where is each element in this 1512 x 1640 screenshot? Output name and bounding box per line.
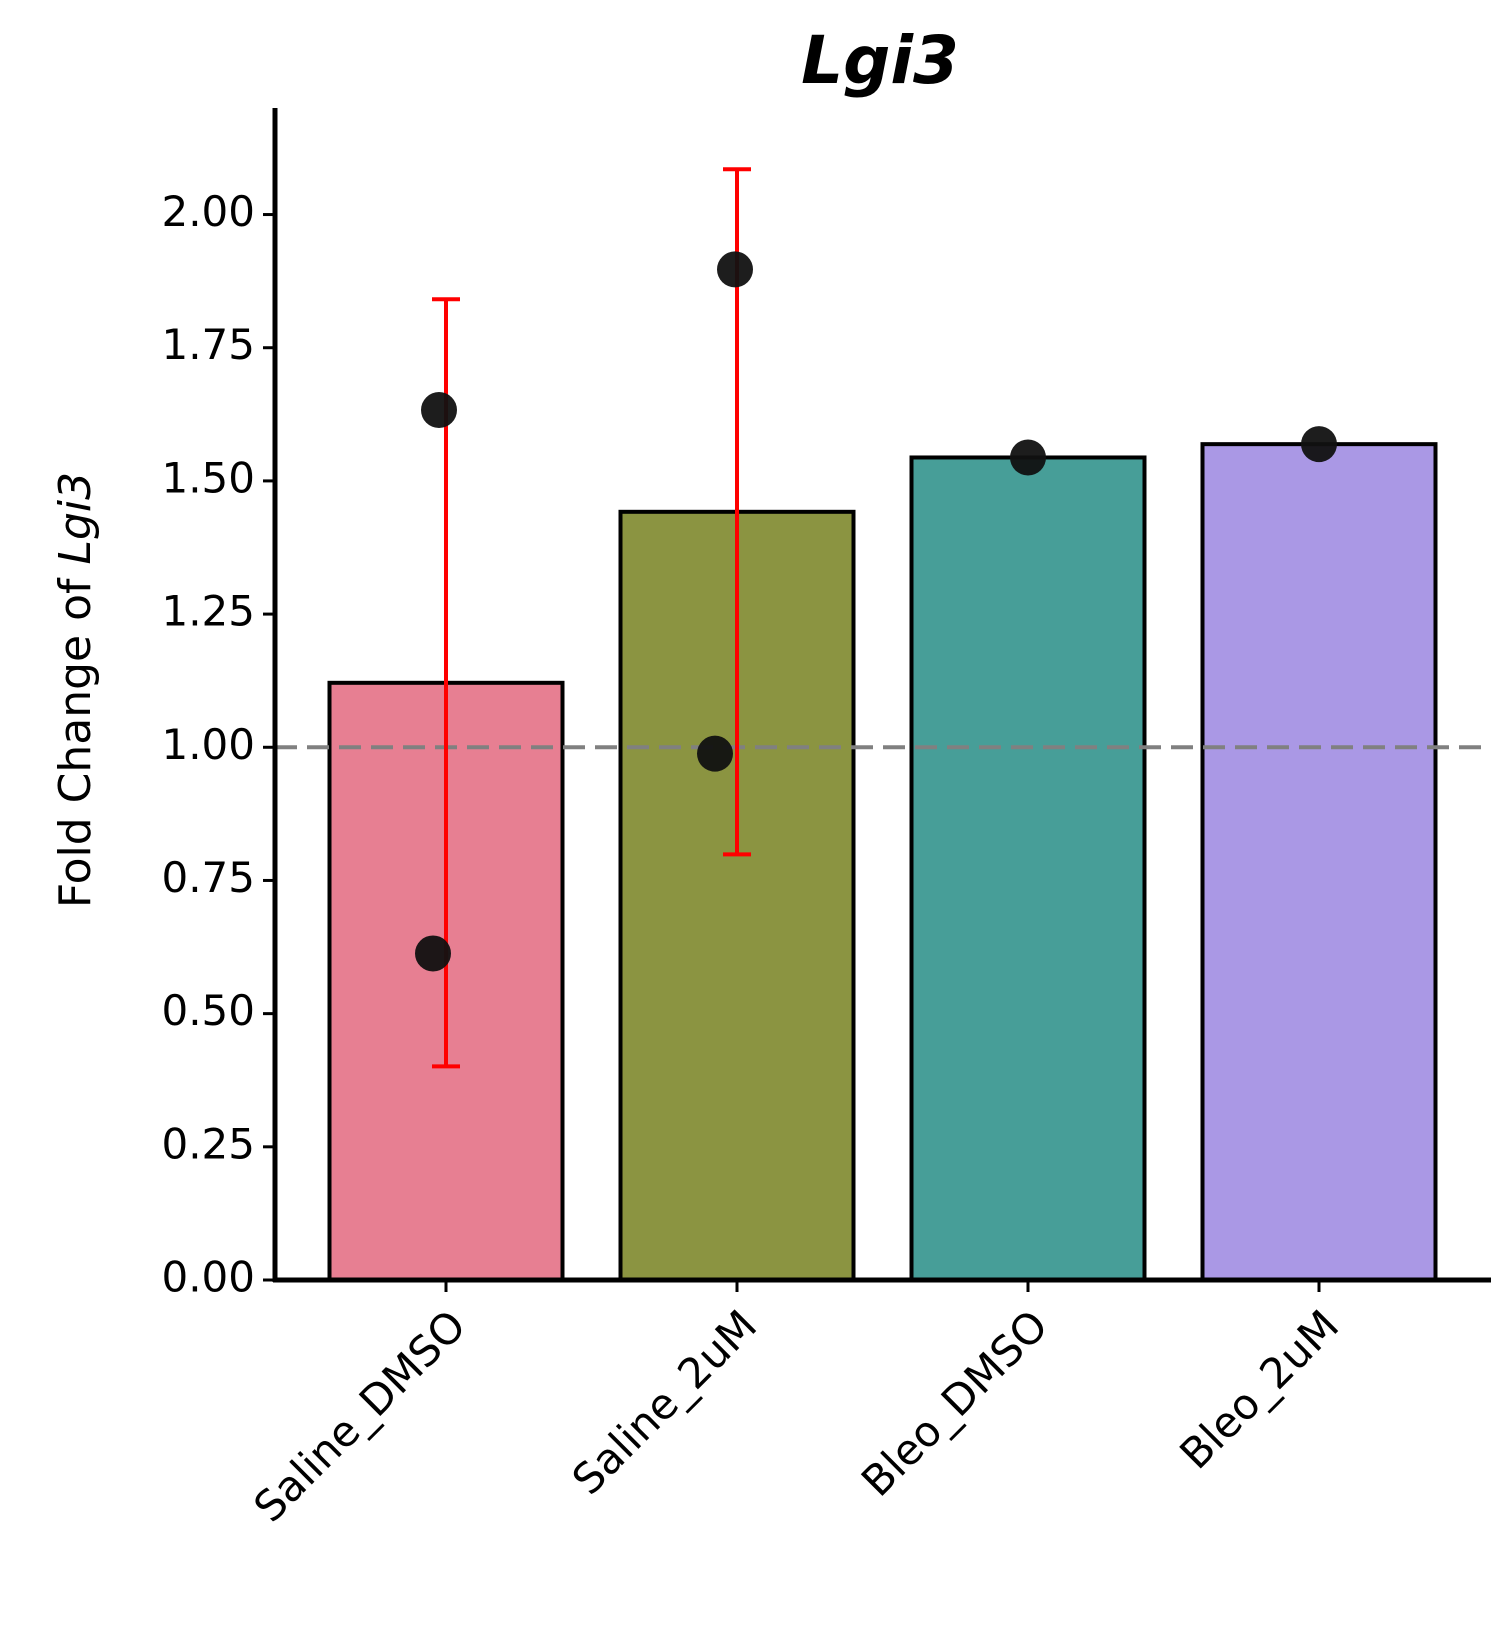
data-point [1301, 426, 1337, 463]
bar [1200, 442, 1438, 1283]
y-tick-label: 1.50 [161, 453, 255, 502]
data-point [1010, 439, 1046, 476]
y-tick-label: 1.00 [161, 720, 255, 769]
data-point [697, 735, 733, 772]
x-tick-label: Saline_DMSO [244, 1301, 475, 1532]
y-axis-label: Fold Change of Lgi3 [50, 472, 101, 908]
x-tick-label: Bleo_2uM [1170, 1301, 1348, 1479]
x-tick-label: Bleo_DMSO [852, 1301, 1057, 1506]
x-tick-label: Saline_2uM [563, 1301, 766, 1504]
y-tick-label: 0.00 [161, 1253, 255, 1302]
chart-title: Lgi3 [801, 22, 959, 99]
y-tick-label: 0.50 [161, 986, 255, 1035]
data-point [415, 935, 451, 972]
y-tick-label: 1.25 [161, 587, 255, 636]
error-bar [432, 297, 460, 1069]
y-tick-label: 2.00 [161, 187, 255, 236]
bar [909, 455, 1147, 1282]
y-tick-label: 0.75 [161, 853, 255, 902]
y-tick-label: 1.75 [161, 320, 255, 369]
data-point [717, 251, 753, 288]
y-tick-label: 0.25 [161, 1119, 255, 1168]
data-point [421, 392, 457, 429]
